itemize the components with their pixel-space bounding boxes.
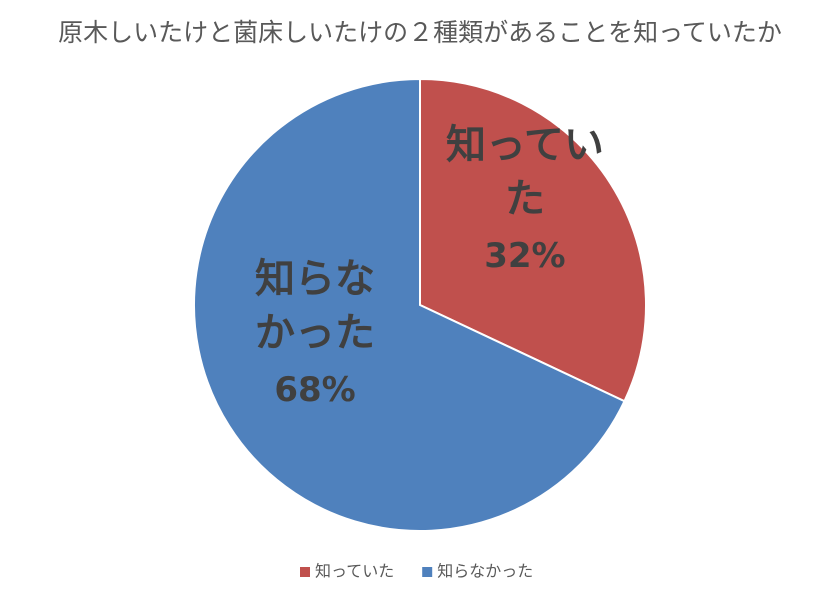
data-label: 知らなかった 68% bbox=[250, 252, 380, 414]
legend-swatch bbox=[300, 567, 310, 577]
legend-label: 知らなかった bbox=[437, 562, 533, 581]
chart-title: 原木しいたけと菌床しいたけの２種類があることを知っていたか bbox=[58, 18, 782, 47]
data-label-category: 知っていた bbox=[445, 122, 604, 223]
legend-label: 知っていた bbox=[315, 562, 394, 581]
data-label-value: 32% bbox=[484, 236, 566, 277]
data-label-category: 知らなかった bbox=[255, 255, 376, 356]
legend-swatch bbox=[422, 567, 433, 577]
pie-slice bbox=[419, 77, 647, 403]
data-label: 知っていた 32% bbox=[440, 118, 610, 280]
pie-slice bbox=[193, 77, 626, 532]
data-label-value: 68% bbox=[274, 369, 356, 410]
